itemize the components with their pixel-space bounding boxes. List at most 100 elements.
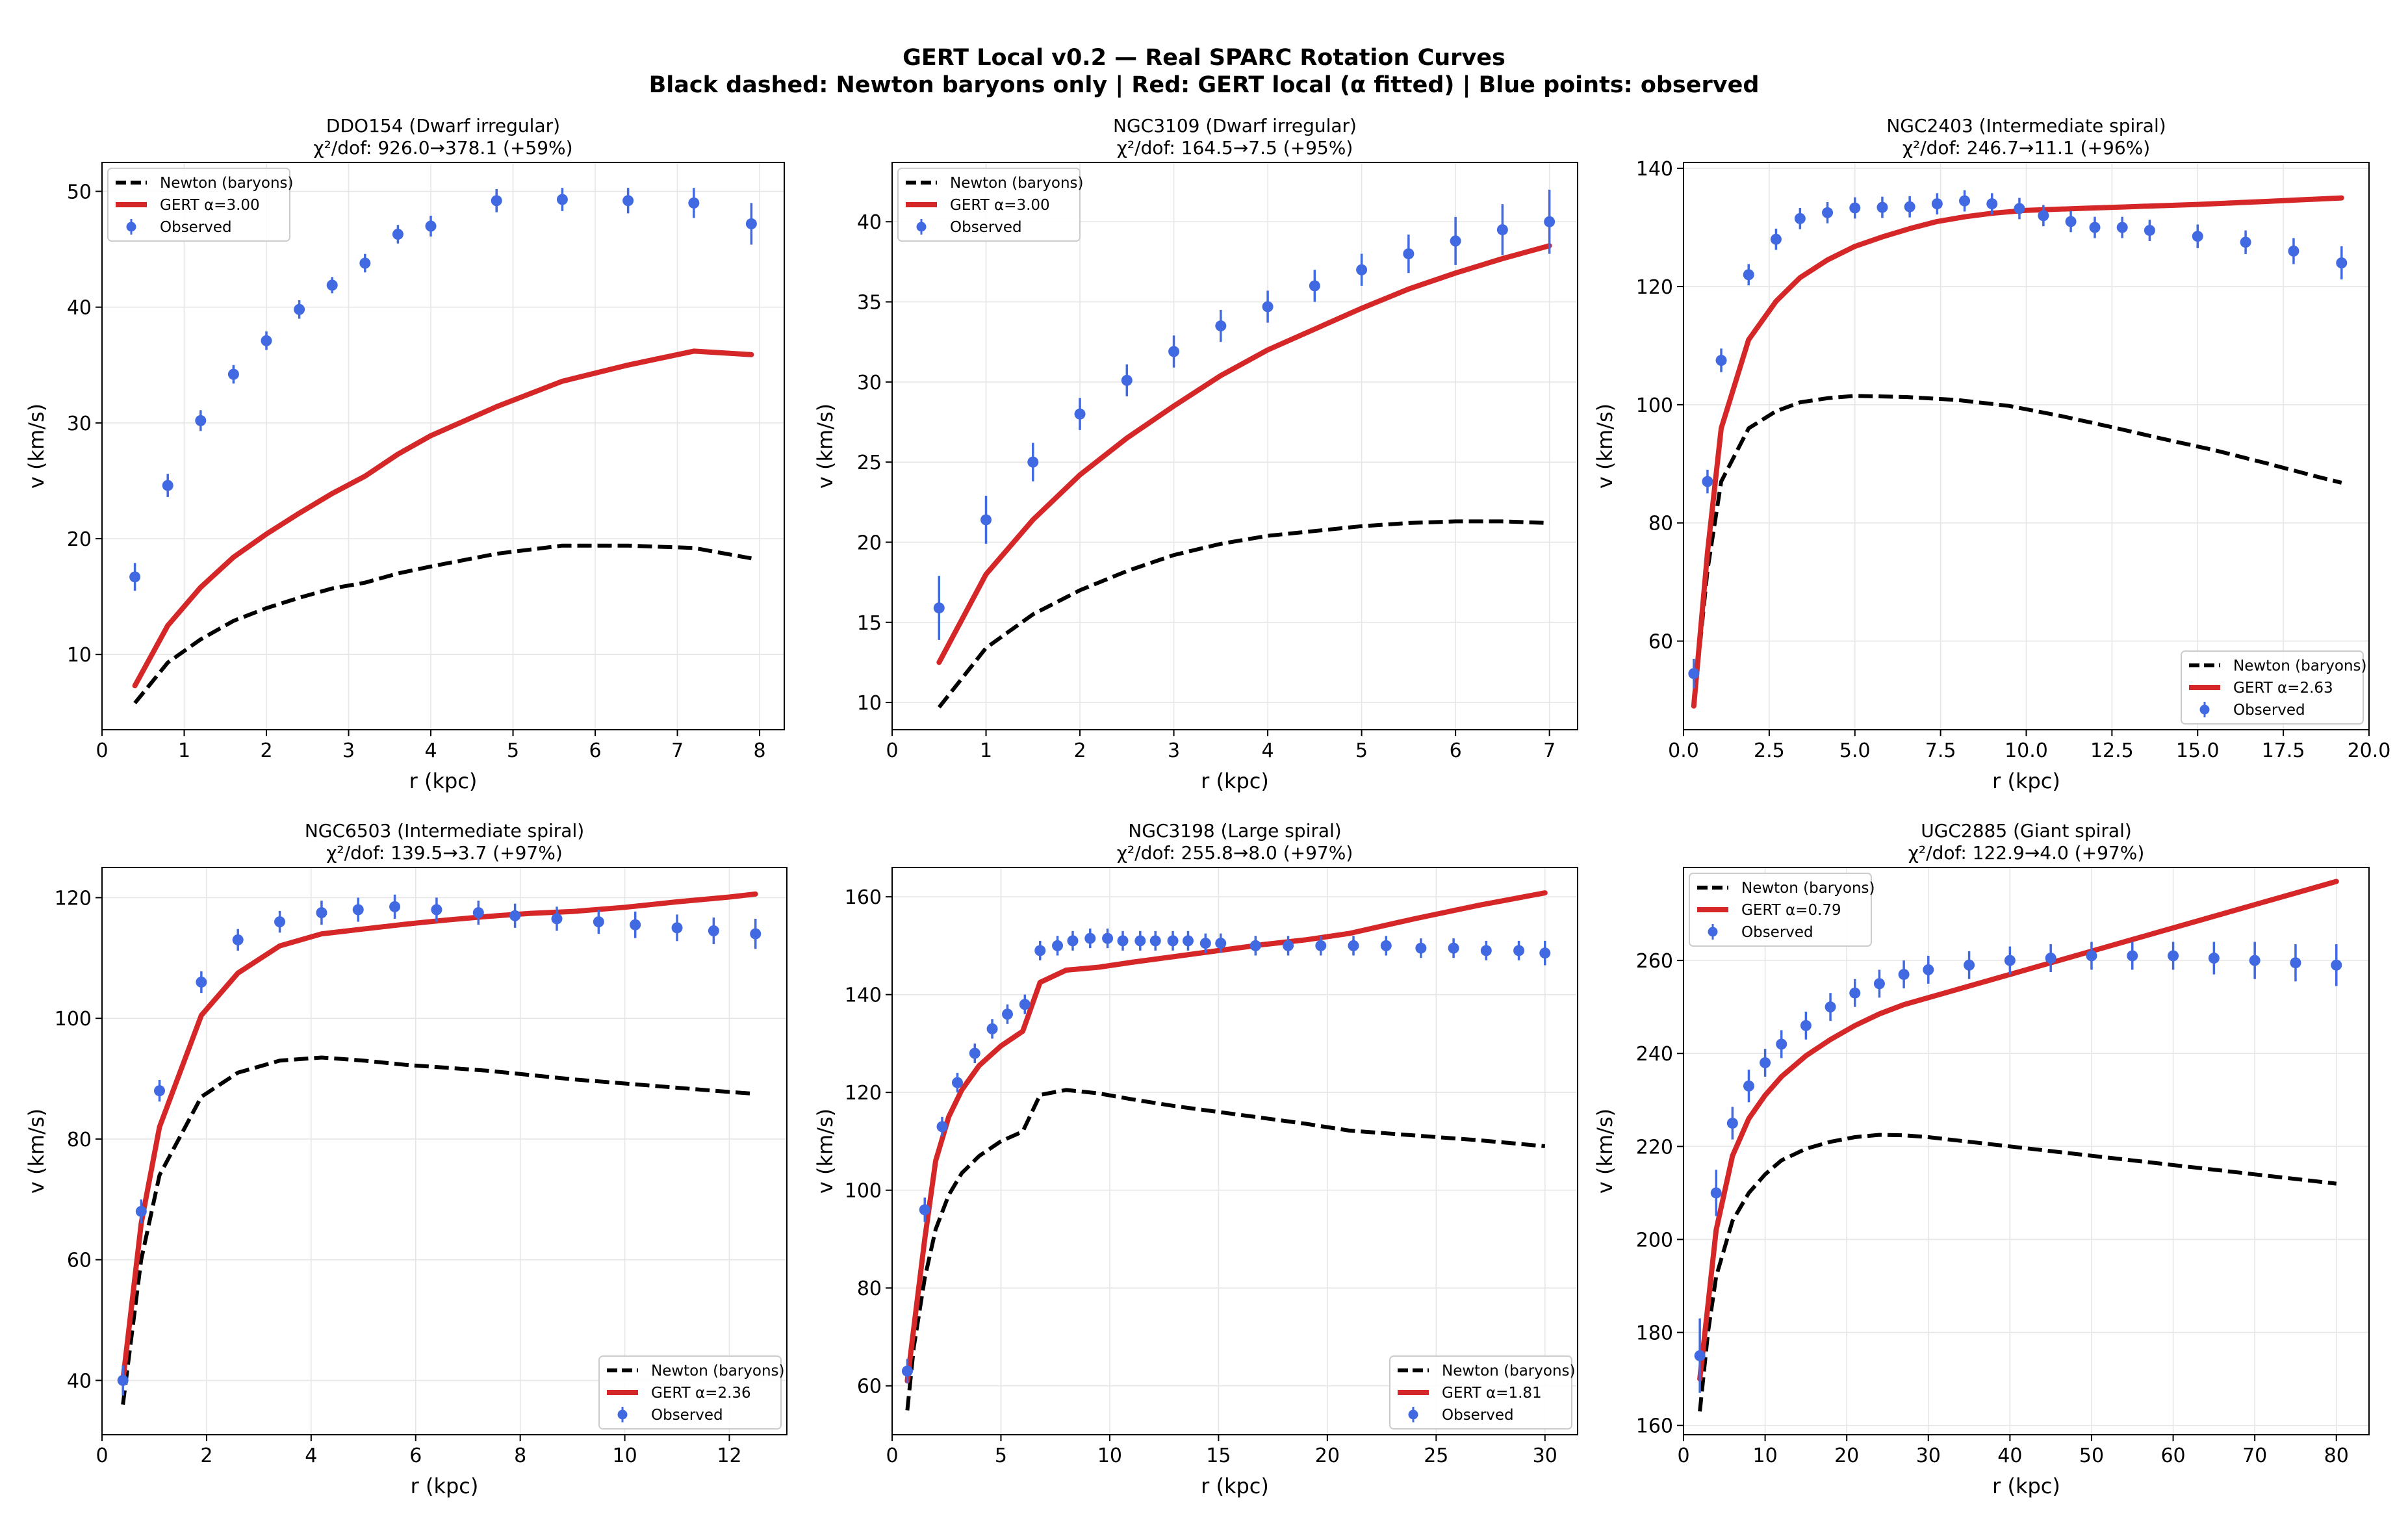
chart-panel-3: NGC2403 (Intermediate spiral)χ²/dof: 246… — [1593, 115, 2390, 793]
y-axis-label: v (km/s) — [24, 1109, 49, 1194]
figure-title-line1: GERT Local v0.2 — Real SPARC Rotation Cu… — [903, 45, 1505, 71]
axes-frame — [101, 867, 788, 1435]
observed-point — [196, 976, 207, 988]
observed-point — [2116, 222, 2128, 233]
observed-point — [1873, 978, 1885, 990]
panels: DDO154 (Dwarf irregular)χ²/dof: 926.0→37… — [24, 115, 2390, 1498]
observed-point — [1067, 935, 1079, 947]
observed-point — [1102, 932, 1114, 944]
legend: Newton (baryons) GERT α=3.00 Observed — [897, 168, 1083, 242]
observed-point — [980, 514, 992, 526]
y-tick-label: 10 — [857, 692, 882, 715]
x-tick-label: 4 — [424, 739, 437, 762]
x-tick-label: 2 — [260, 739, 272, 762]
observed-point — [162, 480, 173, 491]
x-axis-label: r (kpc) — [1992, 1474, 2060, 1498]
observed-point — [2192, 231, 2203, 242]
legend-observed-swatch — [617, 1409, 628, 1420]
observed-point — [901, 1365, 913, 1377]
legend-gert-label: GERT α=2.63 — [2233, 680, 2333, 697]
observed-point — [2086, 950, 2097, 962]
observed-point — [745, 218, 757, 229]
observed-point — [1168, 346, 1180, 357]
x-tick-label: 6 — [589, 739, 601, 762]
x-tick-label: 1 — [980, 739, 992, 762]
observed-point — [622, 195, 634, 207]
axes-frame — [891, 867, 1578, 1435]
observed-point — [1262, 301, 1274, 313]
observed-point — [1356, 264, 1368, 276]
observed-point — [1770, 233, 1782, 245]
observed-point — [708, 925, 719, 937]
observed-point — [936, 1121, 948, 1133]
x-tick-label: 25 — [1424, 1444, 1448, 1467]
x-tick-label: 4 — [305, 1444, 317, 1467]
x-tick-label: 8 — [514, 1444, 526, 1467]
plot-area — [1694, 879, 2342, 1412]
y-tick-label: 25 — [857, 452, 882, 474]
panel-subtitle: χ²/dof: 246.7→11.1 (+96%) — [1902, 137, 2150, 159]
y-tick-label: 50 — [67, 181, 92, 204]
panel-subtitle: χ²/dof: 255.8→8.0 (+97%) — [1117, 842, 1353, 864]
observed-point — [1002, 1008, 1014, 1020]
legend-observed-swatch — [1408, 1409, 1418, 1420]
x-tick-label: 8 — [754, 739, 766, 762]
y-tick-label: 20 — [67, 528, 92, 551]
newton-baryons-line — [133, 543, 752, 704]
plot-area — [933, 189, 1556, 709]
panel-subtitle: χ²/dof: 164.5→7.5 (+95%) — [1117, 137, 1353, 159]
observed-point — [129, 571, 141, 583]
observed-point — [1215, 320, 1227, 332]
observed-point — [593, 916, 604, 928]
x-tick-label: 10 — [1097, 1444, 1122, 1467]
ticks: 0 5 10 15 20 25 30 60 80 100 120 140 160 — [845, 886, 1557, 1467]
panel-title: NGC3198 (Large spiral) — [1128, 820, 1341, 841]
legend-box — [897, 168, 1081, 242]
chart-panel-5: NGC3198 (Large spiral)χ²/dof: 255.8→8.0 … — [813, 820, 1578, 1498]
x-tick-label: 10.0 — [2005, 739, 2048, 762]
ticks: 0 1 2 3 4 5 6 7 10 15 20 25 30 35 40 — [857, 211, 1556, 762]
legend-newton-label: Newton (baryons) — [651, 1363, 784, 1379]
legend-gert-label: GERT α=1.81 — [1442, 1385, 1542, 1402]
gert-local-line — [936, 243, 1552, 665]
y-tick-label: 20 — [857, 532, 882, 554]
observed-point — [1800, 1020, 1812, 1031]
observed-point — [135, 1205, 147, 1217]
x-tick-label: 50 — [2079, 1444, 2104, 1467]
x-tick-label: 12.5 — [2090, 739, 2134, 762]
x-tick-label: 2.5 — [1754, 739, 1785, 762]
legend-gert-label: GERT α=3.00 — [160, 197, 260, 214]
observed-point — [1544, 216, 1556, 227]
observed-point — [117, 1374, 129, 1386]
legend-observed-swatch — [126, 222, 136, 232]
y-tick-label: 30 — [857, 372, 882, 394]
plot-area — [1688, 190, 2348, 709]
x-tick-label: 10 — [1753, 1444, 1778, 1467]
x-tick-label: 6 — [1450, 739, 1462, 762]
legend-observed-label: Observed — [2233, 702, 2305, 719]
y-tick-label: 220 — [1636, 1136, 1673, 1159]
observed-point — [2144, 225, 2155, 237]
observed-points — [901, 929, 1551, 1383]
y-tick-label: 140 — [845, 984, 882, 1007]
y-tick-label: 40 — [67, 297, 92, 320]
y-tick-label: 180 — [1636, 1322, 1673, 1345]
legend-observed-label: Observed — [1741, 924, 1813, 941]
observed-point — [2336, 257, 2348, 269]
observed-point — [472, 907, 484, 919]
observed-point — [261, 335, 272, 346]
legend: Newton (baryons) GERT α=2.36 Observed — [598, 1355, 784, 1430]
y-tick-label: 240 — [1636, 1043, 1673, 1066]
observed-point — [2290, 957, 2301, 969]
panel-title: NGC6503 (Intermediate spiral) — [305, 820, 584, 841]
legend-gert-label: GERT α=0.79 — [1741, 902, 1841, 919]
observed-point — [1215, 938, 1227, 949]
x-tick-label: 15 — [1206, 1444, 1231, 1467]
observed-point — [1898, 969, 1910, 981]
observed-point — [1249, 940, 1261, 951]
observed-point — [2168, 950, 2179, 962]
observed-point — [951, 1077, 963, 1088]
observed-point — [1027, 456, 1039, 468]
x-tick-label: 5.0 — [1839, 739, 1871, 762]
observed-point — [1496, 224, 1508, 236]
